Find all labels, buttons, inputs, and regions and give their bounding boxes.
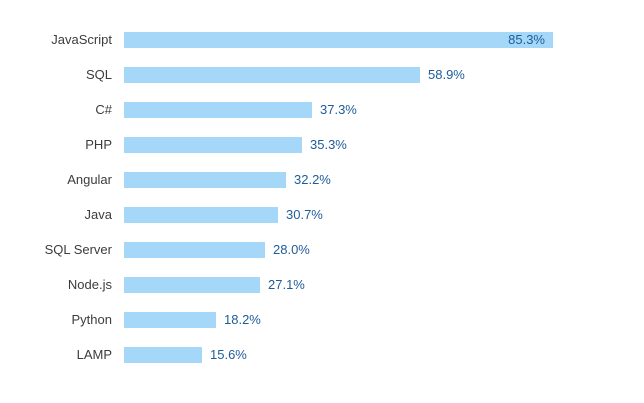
category-label: Node.js [67,276,112,292]
value-label: 85.3% [508,31,545,47]
bar-chart-rows: JavaScript 85.3% SQL 58.9% C# 37.3% PHP 35.3% An… [0,22,644,372]
value-label: 27.1% [268,276,305,292]
value-label: 37.3% [320,101,357,117]
bar-row: SQL 58.9% [0,57,644,92]
value-label: 28.0% [273,241,310,257]
bar-zone: 85.3% [124,31,644,48]
bar-row: Java 30.7% [0,197,644,232]
category-label: SQL Server [44,241,112,257]
bar [124,101,312,118]
category-label: SQL [85,66,112,82]
bar-row: C# 37.3% [0,92,644,127]
bar [124,171,286,188]
bar-row: LAMP 15.6% [0,337,644,372]
value-label: 35.3% [310,136,347,152]
bar-row: Angular 32.2% [0,162,644,197]
category-label: Angular [67,171,112,187]
bar-zone: 27.1% [124,276,644,293]
bar-row: SQL Server 28.0% [0,232,644,267]
bar [124,206,278,223]
value-label: 15.6% [210,346,247,362]
bar-row: JavaScript 85.3% [0,22,644,57]
bar-row: Node.js 27.1% [0,267,644,302]
bar-zone: 35.3% [124,136,644,153]
bar-zone: 58.9% [124,66,644,83]
bar-zone: 37.3% [124,101,644,118]
value-label: 18.2% [224,311,261,327]
bar [124,346,202,363]
bar-zone: 32.2% [124,171,644,188]
value-label: 58.9% [428,66,465,82]
bar [124,31,553,48]
category-label: PHP [85,136,112,152]
bar [124,241,265,258]
bar-zone: 18.2% [124,311,644,328]
category-label: LAMP [76,346,112,362]
category-label: C# [95,101,112,117]
bar [124,66,420,83]
value-label: 32.2% [294,171,331,187]
value-label: 30.7% [286,206,323,222]
bar [124,311,216,328]
bar-zone: 30.7% [124,206,644,223]
category-label: Python [71,311,112,327]
category-label: Java [84,206,112,222]
bar-zone: 28.0% [124,241,644,258]
bar [124,136,302,153]
bar [124,276,260,293]
bar-row: Python 18.2% [0,302,644,337]
bar-zone: 15.6% [124,346,644,363]
category-label: JavaScript [51,31,112,47]
bar-row: PHP 35.3% [0,127,644,162]
